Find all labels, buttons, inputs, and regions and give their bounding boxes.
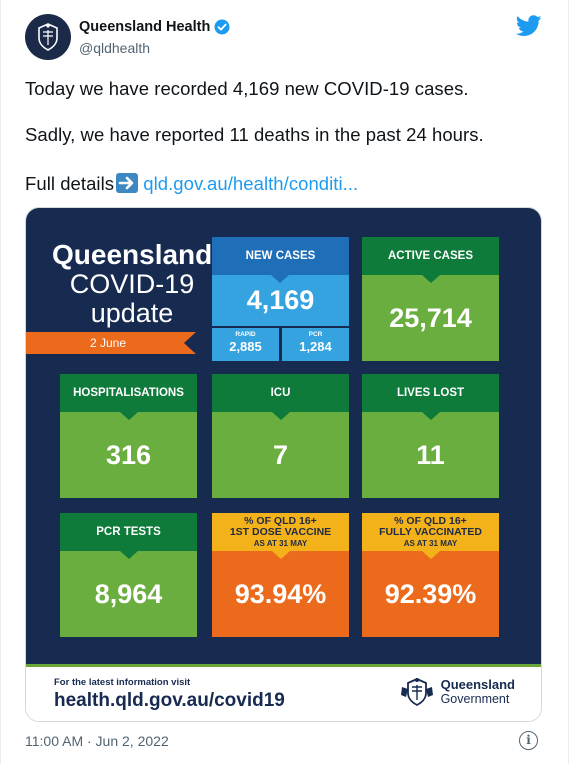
infographic-image[interactable]: Queensland COVID-19 update 2 June NEW CA… [25, 207, 542, 722]
icu-notch [271, 412, 290, 420]
footer-visit-text: For the latest information visit [54, 677, 191, 688]
title-update: update [90, 298, 174, 328]
full-details-text: Full details [25, 173, 115, 194]
fully-vaccinated-label-line-3: AS AT 31 MAY [403, 538, 458, 548]
fully-vaccinated-tile: % OF QLD 16+ FULLY VACCINATED AS AT 31 M… [362, 513, 499, 637]
pcr-tests-label: PCR TESTS [60, 513, 197, 551]
icu-value: 7 [212, 412, 349, 498]
new-cases-value: 4,169 [212, 275, 349, 326]
details-link[interactable]: qld.gov.au/health/conditi... [143, 173, 359, 194]
new-cases-tile: NEW CASES 4,169 RAPID 2,885 PCR 1,284 [212, 237, 349, 361]
lives-lost-value: 11 [362, 412, 499, 498]
active-cases-value: 25,714 [362, 275, 499, 361]
tweet-timestamp[interactable]: 11:00 AM · Jun 2, 2022 [25, 733, 169, 749]
right-arrow-emoji-icon [116, 173, 139, 193]
new-cases-label: NEW CASES [212, 237, 349, 275]
pcr-value: 1,284 [299, 339, 332, 354]
tweet-text-line-3: Full details qld.gov.au/health/conditi..… [25, 173, 358, 195]
icu-label: ICU [212, 374, 349, 412]
first-dose-label-line-2: 1ST DOSE VACCINE [229, 525, 332, 538]
hospitalisations-tile: HOSPITALISATIONS 316 [60, 374, 197, 498]
active-cases-notch [421, 275, 440, 283]
gov-line-2: Government [440, 692, 510, 706]
crest-icon [400, 678, 433, 707]
pcr-tests-notch [119, 551, 138, 559]
fully-vaccinated-value: 92.39% [362, 551, 499, 637]
title-covid: COVID-19 [69, 269, 195, 299]
infographic-background: Queensland COVID-19 update 2 June NEW CA… [26, 208, 541, 664]
account-name[interactable]: Queensland Health [79, 19, 230, 35]
fully-vaccinated-label: % OF QLD 16+ FULLY VACCINATED AS AT 31 M… [362, 513, 499, 551]
queensland-government-logo: Queensland Government [399, 675, 515, 709]
info-icon[interactable]: i [519, 731, 538, 750]
first-dose-label-line-1: % OF QLD 16+ [244, 514, 317, 527]
active-cases-tile: ACTIVE CASES 25,714 [362, 237, 499, 361]
tweet-text-line-2: Sadly, we have reported 11 deaths in the… [25, 124, 484, 145]
pcr-tests-tile: PCR TESTS 8,964 [60, 513, 197, 637]
rapid-tile: RAPID 2,885 [212, 328, 279, 361]
pcr-label: PCR [308, 331, 323, 338]
active-cases-label: ACTIVE CASES [362, 237, 499, 275]
account-handle[interactable]: @qldhealth [79, 40, 151, 56]
icu-tile: ICU 7 [212, 374, 349, 498]
first-dose-notch [271, 551, 290, 559]
lives-lost-tile: LIVES LOST 11 [362, 374, 499, 498]
pcr-tests-value: 8,964 [60, 551, 197, 637]
avatar[interactable] [25, 14, 71, 60]
infographic-footer: For the latest information visit health.… [26, 664, 541, 721]
gov-line-1: Queensland [440, 677, 515, 692]
lives-lost-label: LIVES LOST [362, 374, 499, 412]
twitter-bird-icon[interactable] [516, 15, 542, 37]
footer-url: health.qld.gov.au/covid19 [54, 690, 285, 711]
first-dose-label: % OF QLD 16+ 1ST DOSE VACCINE AS AT 31 M… [212, 513, 349, 551]
new-cases-notch [271, 275, 289, 283]
hospitalisations-value: 316 [60, 412, 197, 498]
verified-badge-icon [214, 19, 230, 35]
rapid-value: 2,885 [229, 339, 262, 354]
infographic-title: Queensland COVID-19 update [52, 239, 213, 329]
first-dose-label-line-3: AS AT 31 MAY [253, 538, 308, 548]
pcr-tile: PCR 1,284 [282, 328, 349, 361]
hospitalisations-label: HOSPITALISATIONS [60, 374, 197, 412]
hospitalisations-notch [119, 412, 138, 420]
title-queensland: Queensland [52, 239, 213, 270]
crest-icon [38, 23, 58, 51]
first-dose-value: 93.94% [212, 551, 349, 637]
lives-lost-notch [421, 412, 440, 420]
fully-vaccinated-label-line-2: FULLY VACCINATED [379, 525, 482, 538]
account-name-text[interactable]: Queensland Health [79, 19, 211, 35]
date-ribbon [26, 332, 196, 354]
date-label: 2 June [90, 336, 127, 350]
fully-vaccinated-notch [421, 551, 440, 559]
rapid-label: RAPID [235, 331, 256, 338]
first-dose-tile: % OF QLD 16+ 1ST DOSE VACCINE AS AT 31 M… [212, 513, 349, 637]
tweet-text-line-1: Today we have recorded 4,169 new COVID-1… [25, 78, 469, 99]
fully-vaccinated-label-line-1: % OF QLD 16+ [394, 514, 467, 527]
